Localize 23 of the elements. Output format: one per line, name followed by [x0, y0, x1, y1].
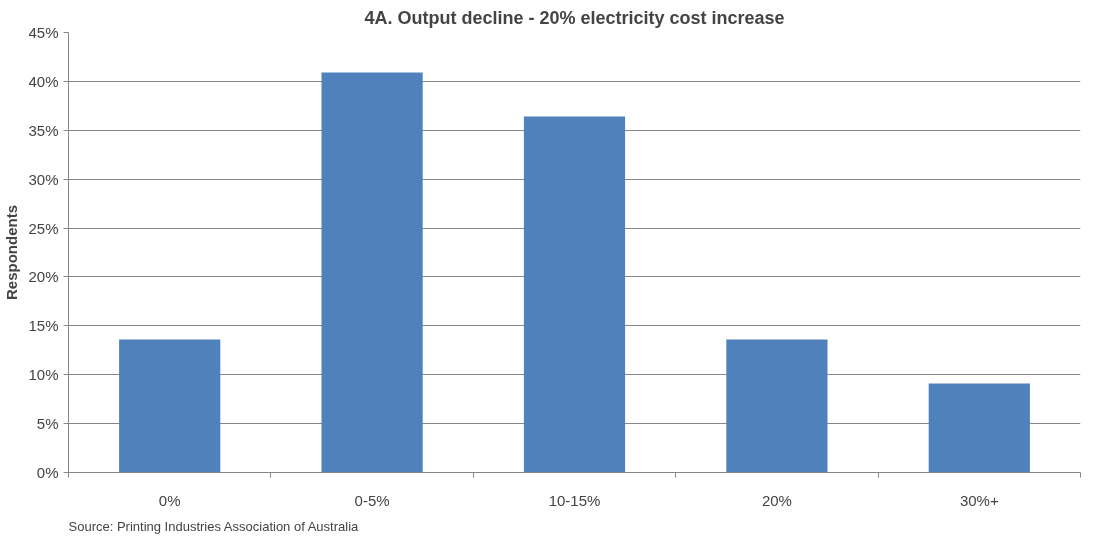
y-tick-label: 5% — [36, 415, 59, 433]
bar — [119, 339, 221, 473]
y-tick-label: 30% — [28, 170, 59, 188]
x-tick-label: 20% — [761, 491, 792, 509]
x-tick-label: 10-15% — [548, 491, 601, 509]
bar — [523, 116, 626, 473]
bar — [321, 72, 423, 473]
y-tick-label: 25% — [28, 219, 59, 237]
y-tick-label: 15% — [28, 317, 59, 335]
source-note: Source: Printing Industries Association of Australia — [68, 518, 360, 534]
y-tick-label: 35% — [28, 121, 59, 139]
bar — [928, 383, 1030, 473]
x-tick-label: 0-5% — [354, 491, 390, 509]
x-tick-label: 30%+ — [959, 491, 999, 509]
bar — [726, 339, 828, 473]
chart-title: 4A. Output decline - 20% electricity cost increase — [364, 7, 785, 28]
y-axis-title: Respondents — [3, 204, 21, 300]
y-tick-label: 40% — [28, 72, 59, 90]
x-tick-label: 0% — [158, 491, 181, 509]
y-tick-label: 10% — [28, 366, 59, 384]
y-tick-label: 0% — [36, 464, 59, 481]
y-tick-label: 45% — [28, 24, 59, 41]
y-tick-label: 20% — [28, 268, 59, 286]
